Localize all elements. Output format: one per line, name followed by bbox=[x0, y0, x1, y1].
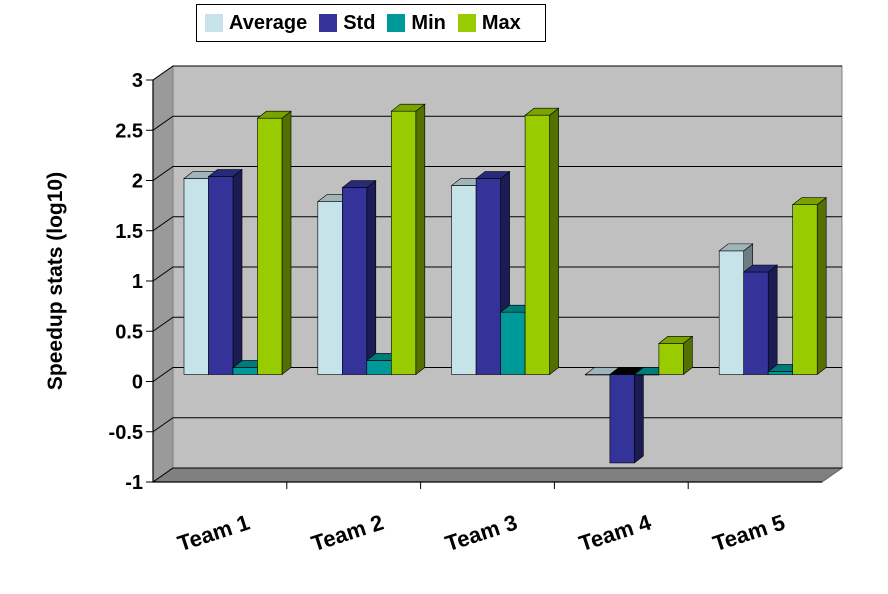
bar-min bbox=[232, 367, 258, 375]
legend: Average Std Min Max bbox=[196, 4, 546, 42]
bar-std bbox=[208, 176, 234, 375]
y-tick-label: 0.5 bbox=[115, 321, 143, 343]
plot-floor bbox=[151, 467, 844, 483]
bar-top-std bbox=[207, 169, 243, 177]
bar-top-std bbox=[475, 171, 511, 179]
bar-side-max bbox=[415, 103, 426, 376]
legend-swatch-average bbox=[205, 14, 223, 32]
bar-average bbox=[183, 178, 209, 375]
x-tick-label: Team 1 bbox=[174, 510, 252, 557]
bar-std bbox=[475, 178, 501, 375]
legend-swatch-max bbox=[457, 14, 476, 32]
legend-swatch-std bbox=[319, 14, 338, 32]
y-axis-label: Speedup stats (log10) bbox=[44, 172, 67, 390]
gridline bbox=[152, 266, 842, 282]
bar-top-max bbox=[524, 107, 560, 116]
legend-label-max: Max bbox=[481, 11, 521, 34]
x-tick-label: Team 4 bbox=[576, 509, 655, 556]
legend-item-average: Average bbox=[205, 12, 307, 35]
y-tick-label: 2 bbox=[132, 171, 143, 193]
bar-top-max bbox=[658, 336, 694, 344]
bar-min bbox=[500, 311, 526, 375]
gridline bbox=[152, 115, 842, 131]
bar-side-max bbox=[816, 197, 827, 376]
legend-label-average: Average bbox=[229, 11, 308, 34]
y-tick-label: 0 bbox=[132, 372, 143, 394]
y-tick-label: -1 bbox=[125, 472, 143, 494]
bar-max bbox=[257, 117, 283, 375]
legend-swatch-min bbox=[387, 14, 406, 32]
bar-min bbox=[366, 360, 392, 375]
y-tick-label: -0.5 bbox=[109, 422, 143, 444]
bar-std bbox=[341, 187, 368, 375]
y-tick-label: 1.5 bbox=[115, 221, 143, 243]
bar-max bbox=[390, 110, 417, 375]
x-tick-label: Team 5 bbox=[710, 510, 788, 557]
bar-min bbox=[767, 371, 794, 375]
gridline bbox=[152, 65, 842, 81]
legend-label-min: Min bbox=[411, 11, 446, 34]
gridline bbox=[152, 166, 842, 181]
bar-top-max bbox=[390, 103, 426, 112]
legend-item-min: Min bbox=[387, 11, 446, 35]
bar-top-std bbox=[341, 180, 377, 188]
bar-top-max bbox=[791, 197, 828, 205]
bar-average bbox=[317, 201, 343, 375]
bar-side-std bbox=[366, 179, 377, 376]
bar-max bbox=[792, 204, 818, 375]
gridline bbox=[152, 316, 842, 332]
bar-average bbox=[451, 185, 477, 375]
gridline bbox=[152, 467, 842, 483]
bar-top-std bbox=[742, 264, 779, 273]
bar-side-std bbox=[634, 366, 644, 464]
bar-side-max bbox=[549, 107, 559, 376]
x-tick-label: Team 2 bbox=[308, 510, 386, 557]
bar-max bbox=[524, 114, 550, 375]
y-tick-label: 3 bbox=[132, 70, 143, 92]
bar-top-average bbox=[718, 243, 754, 252]
y-tick-label: 1 bbox=[132, 271, 143, 293]
bar-std bbox=[743, 271, 769, 375]
legend-label-std: Std bbox=[343, 11, 376, 34]
bar-side-std bbox=[232, 168, 243, 376]
bar-side-max bbox=[281, 110, 292, 376]
legend-item-max: Max bbox=[457, 11, 521, 35]
legend-item-std: Std bbox=[319, 12, 375, 35]
bar-max bbox=[658, 343, 684, 375]
y-tick-label: 2.5 bbox=[115, 120, 143, 142]
bar-std bbox=[609, 374, 635, 464]
bar-side-std bbox=[767, 264, 778, 376]
x-tick-label: Team 3 bbox=[442, 510, 520, 557]
bar-top-max bbox=[256, 110, 292, 119]
gridline bbox=[152, 216, 842, 232]
bar-average bbox=[718, 250, 745, 375]
